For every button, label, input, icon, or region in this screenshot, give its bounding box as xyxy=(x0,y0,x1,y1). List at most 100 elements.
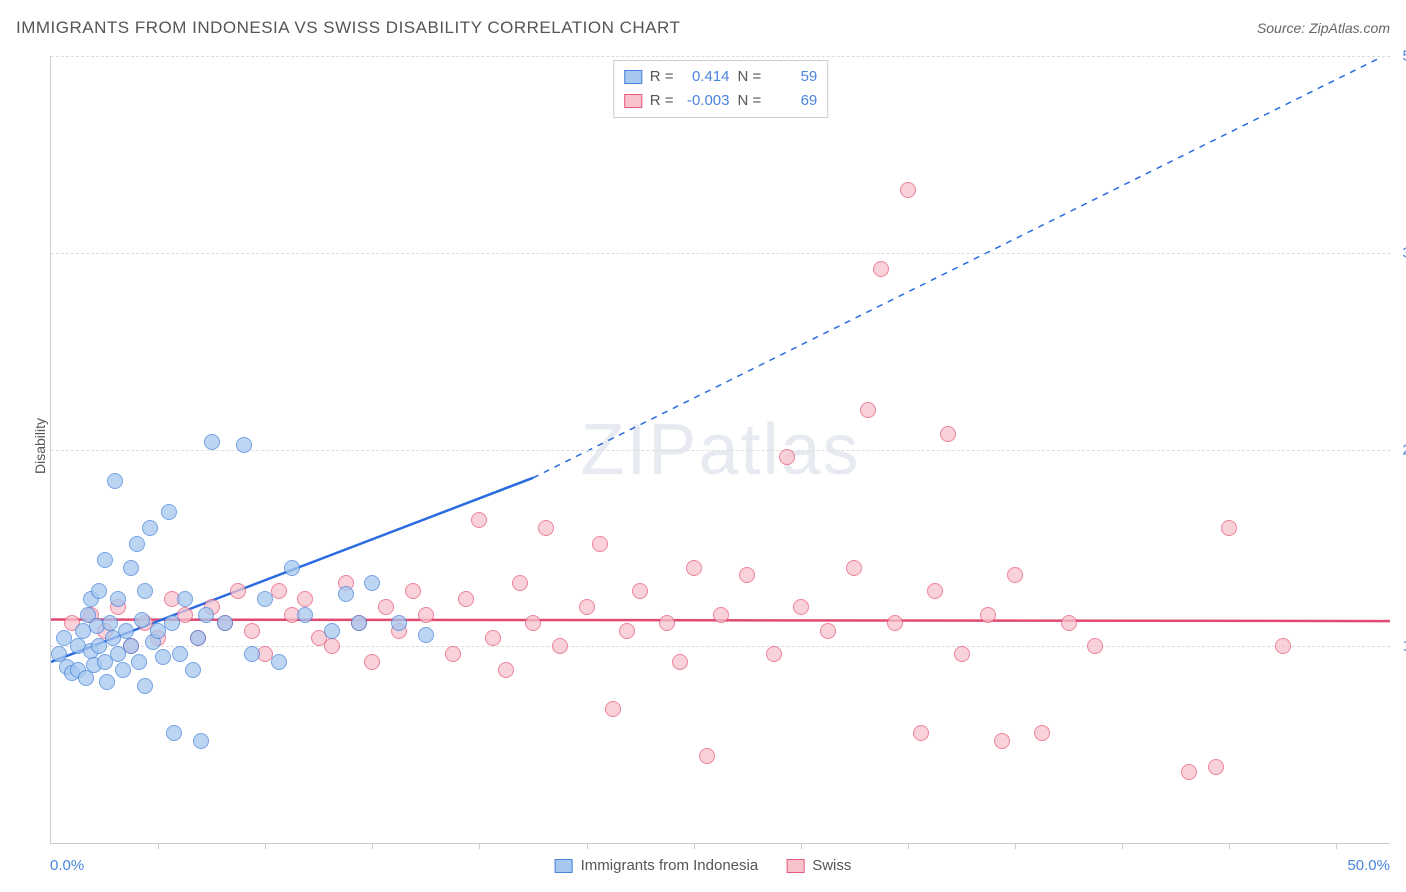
scatter-point-series1 xyxy=(115,662,131,678)
scatter-point-series2 xyxy=(418,607,434,623)
legend-row-series2: R = -0.003 N = 69 xyxy=(624,89,818,113)
scatter-point-series2 xyxy=(913,725,929,741)
series2-name: Swiss xyxy=(812,857,851,874)
scatter-point-series1 xyxy=(134,612,150,628)
scatter-point-series2 xyxy=(512,575,528,591)
series1-name: Immigrants from Indonesia xyxy=(581,857,759,874)
chart-title: IMMIGRANTS FROM INDONESIA VS SWISS DISAB… xyxy=(16,18,680,38)
scatter-point-series2 xyxy=(672,654,688,670)
y-tick-label: 12.5% xyxy=(1402,638,1406,655)
scatter-point-series2 xyxy=(485,630,501,646)
x-tick xyxy=(265,843,266,849)
y-tick-label: 25.0% xyxy=(1402,441,1406,458)
scatter-point-series1 xyxy=(418,627,434,643)
scatter-point-series1 xyxy=(217,615,233,631)
scatter-point-series2 xyxy=(405,583,421,599)
scatter-point-series1 xyxy=(118,623,134,639)
scatter-point-series1 xyxy=(164,615,180,631)
scatter-point-series2 xyxy=(579,599,595,615)
swatch-series2 xyxy=(624,94,642,108)
scatter-point-series2 xyxy=(498,662,514,678)
r-label-2: R = xyxy=(650,89,674,113)
scatter-point-series2 xyxy=(592,536,608,552)
scatter-point-series2 xyxy=(324,638,340,654)
scatter-point-series2 xyxy=(632,583,648,599)
scatter-point-series2 xyxy=(994,733,1010,749)
swatch-series2-bottom xyxy=(786,859,804,873)
scatter-point-series2 xyxy=(860,402,876,418)
scatter-point-series1 xyxy=(351,615,367,631)
scatter-point-series2 xyxy=(1181,764,1197,780)
x-min-label: 0.0% xyxy=(50,857,84,874)
scatter-point-series1 xyxy=(172,646,188,662)
y-tick-label: 50.0% xyxy=(1402,48,1406,65)
x-tick xyxy=(479,843,480,849)
scatter-point-series2 xyxy=(846,560,862,576)
scatter-point-series1 xyxy=(155,649,171,665)
scatter-point-series1 xyxy=(177,591,193,607)
scatter-point-series1 xyxy=(99,674,115,690)
scatter-point-series2 xyxy=(887,615,903,631)
scatter-point-series2 xyxy=(927,583,943,599)
y-axis-label: Disability xyxy=(32,418,48,474)
scatter-point-series2 xyxy=(538,520,554,536)
scatter-point-series1 xyxy=(324,623,340,639)
scatter-point-series2 xyxy=(244,623,260,639)
scatter-point-series2 xyxy=(779,449,795,465)
scatter-point-series2 xyxy=(1034,725,1050,741)
legend-item-series1: Immigrants from Indonesia xyxy=(555,857,759,874)
scatter-point-series1 xyxy=(137,583,153,599)
scatter-point-series2 xyxy=(1061,615,1077,631)
x-max-label: 50.0% xyxy=(1347,857,1390,874)
scatter-point-series1 xyxy=(271,654,287,670)
x-tick xyxy=(1122,843,1123,849)
swatch-series1-bottom xyxy=(555,859,573,873)
r-value-2: -0.003 xyxy=(682,89,730,113)
x-tick xyxy=(1336,843,1337,849)
x-tick xyxy=(801,843,802,849)
scatter-point-series2 xyxy=(940,426,956,442)
scatter-point-series2 xyxy=(739,567,755,583)
source-link[interactable]: ZipAtlas.com xyxy=(1309,20,1390,36)
scatter-point-series2 xyxy=(552,638,568,654)
scatter-point-series2 xyxy=(1221,520,1237,536)
scatter-point-series1 xyxy=(257,591,273,607)
swatch-series1 xyxy=(624,70,642,84)
scatter-point-series1 xyxy=(123,560,139,576)
scatter-point-series1 xyxy=(131,654,147,670)
x-tick xyxy=(587,843,588,849)
gridline xyxy=(51,253,1390,254)
scatter-point-series1 xyxy=(110,591,126,607)
y-tick-label: 37.5% xyxy=(1402,244,1406,261)
scatter-point-series1 xyxy=(364,575,380,591)
scatter-point-series2 xyxy=(713,607,729,623)
scatter-point-series1 xyxy=(166,725,182,741)
scatter-point-series1 xyxy=(161,504,177,520)
scatter-point-series2 xyxy=(793,599,809,615)
scatter-point-series1 xyxy=(190,630,206,646)
scatter-point-series1 xyxy=(129,536,145,552)
scatter-point-series2 xyxy=(1007,567,1023,583)
scatter-point-series1 xyxy=(137,678,153,694)
scatter-point-series1 xyxy=(193,733,209,749)
gridline xyxy=(51,450,1390,451)
scatter-point-series2 xyxy=(900,182,916,198)
scatter-point-series1 xyxy=(102,615,118,631)
scatter-point-series2 xyxy=(766,646,782,662)
scatter-point-series1 xyxy=(338,586,354,602)
x-tick xyxy=(694,843,695,849)
scatter-point-series2 xyxy=(230,583,246,599)
scatter-point-series2 xyxy=(1208,759,1224,775)
scatter-point-series2 xyxy=(364,654,380,670)
scatter-point-series2 xyxy=(525,615,541,631)
scatter-point-series2 xyxy=(458,591,474,607)
x-tick xyxy=(1229,843,1230,849)
scatter-point-series2 xyxy=(980,607,996,623)
gridline xyxy=(51,56,1390,57)
scatter-point-series1 xyxy=(185,662,201,678)
legend-item-series2: Swiss xyxy=(786,857,851,874)
scatter-point-series2 xyxy=(605,701,621,717)
legend-series-names: Immigrants from Indonesia Swiss xyxy=(555,857,852,874)
scatter-point-series2 xyxy=(820,623,836,639)
scatter-point-series2 xyxy=(445,646,461,662)
